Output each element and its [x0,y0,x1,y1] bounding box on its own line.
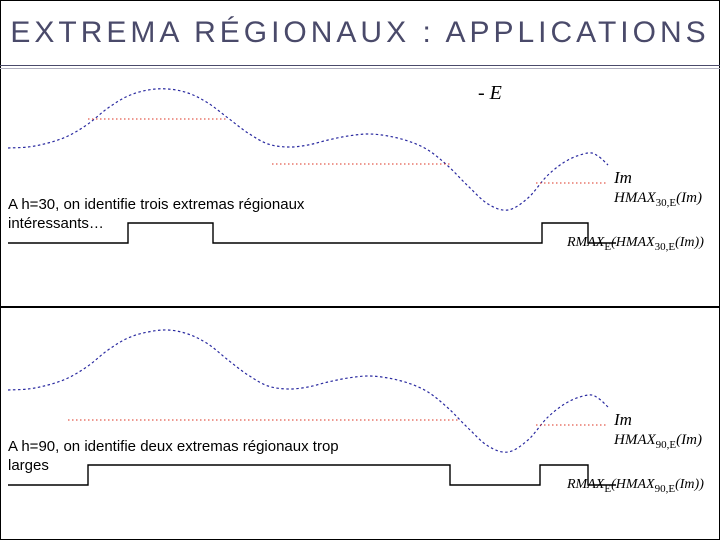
panel1-hmax-label: HMAX30,E(Im) [614,190,702,209]
panel2-hmax-label: HMAX90,E(Im) [614,432,702,451]
panel-separator [0,306,720,308]
panel2-rmax-label: RMAXE(HMAX90,E(Im)) [567,477,704,495]
slide-title: EXTREMA RÉGIONAUX : APPLICATIONS [0,16,720,50]
panel1-rmax-label: RMAXE(HMAX30,E(Im)) [567,235,704,253]
panel1-caption: A h=30, on identifie trois extremas régi… [8,196,338,234]
panel2-caption: A h=90, on identifie deux extremas régio… [8,438,348,476]
panel1-im-label: Im [614,168,632,188]
title-subline [0,68,720,69]
title-underline [0,65,720,66]
panel2-im-label: Im [614,410,632,430]
